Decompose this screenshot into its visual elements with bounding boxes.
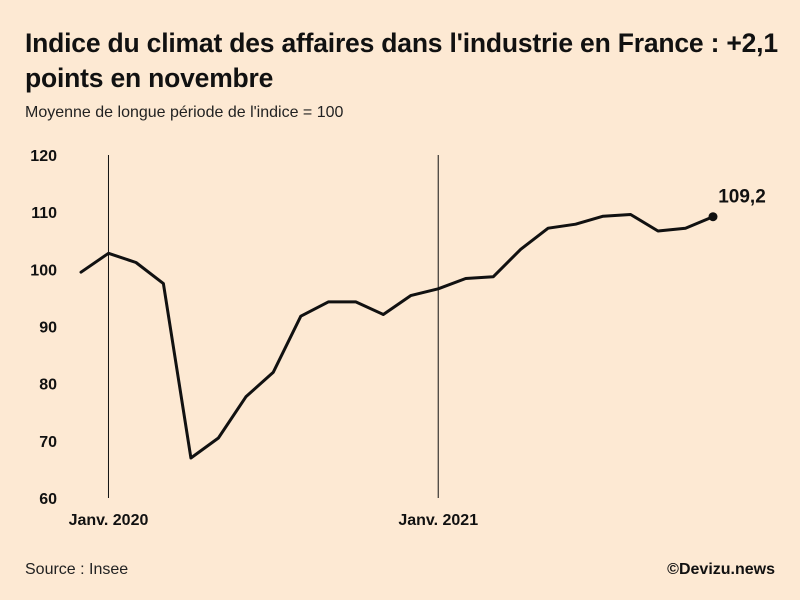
point-labels: 109,2 xyxy=(718,187,766,208)
y-tick-label: 120 xyxy=(30,148,57,165)
credit-note: ©Devizu.news xyxy=(667,561,775,578)
y-axis: 60 70 80 90 100 110 120 xyxy=(30,148,57,508)
y-tick-label: 70 xyxy=(39,434,57,451)
reference-lines: Janv. 2020 Janv. 2021 xyxy=(69,155,478,529)
last-point-marker xyxy=(708,212,718,222)
series-group xyxy=(79,212,718,460)
x-tick-label: Janv. 2021 xyxy=(398,512,478,529)
chart-title: Indice du climat des affaires dans l'ind… xyxy=(25,28,778,93)
y-tick-label: 90 xyxy=(39,320,57,337)
y-tick-label: 60 xyxy=(39,491,57,508)
source-note: Source : Insee xyxy=(25,561,129,578)
series-line xyxy=(79,213,715,460)
y-tick-label: 80 xyxy=(39,377,57,394)
y-tick-label: 110 xyxy=(31,205,57,222)
y-tick-label: 100 xyxy=(30,262,57,279)
last-value-label: 109,2 xyxy=(718,187,766,208)
chart-subtitle: Moyenne de longue période de l'indice = … xyxy=(25,104,344,121)
x-tick-label: Janv. 2020 xyxy=(69,512,149,529)
